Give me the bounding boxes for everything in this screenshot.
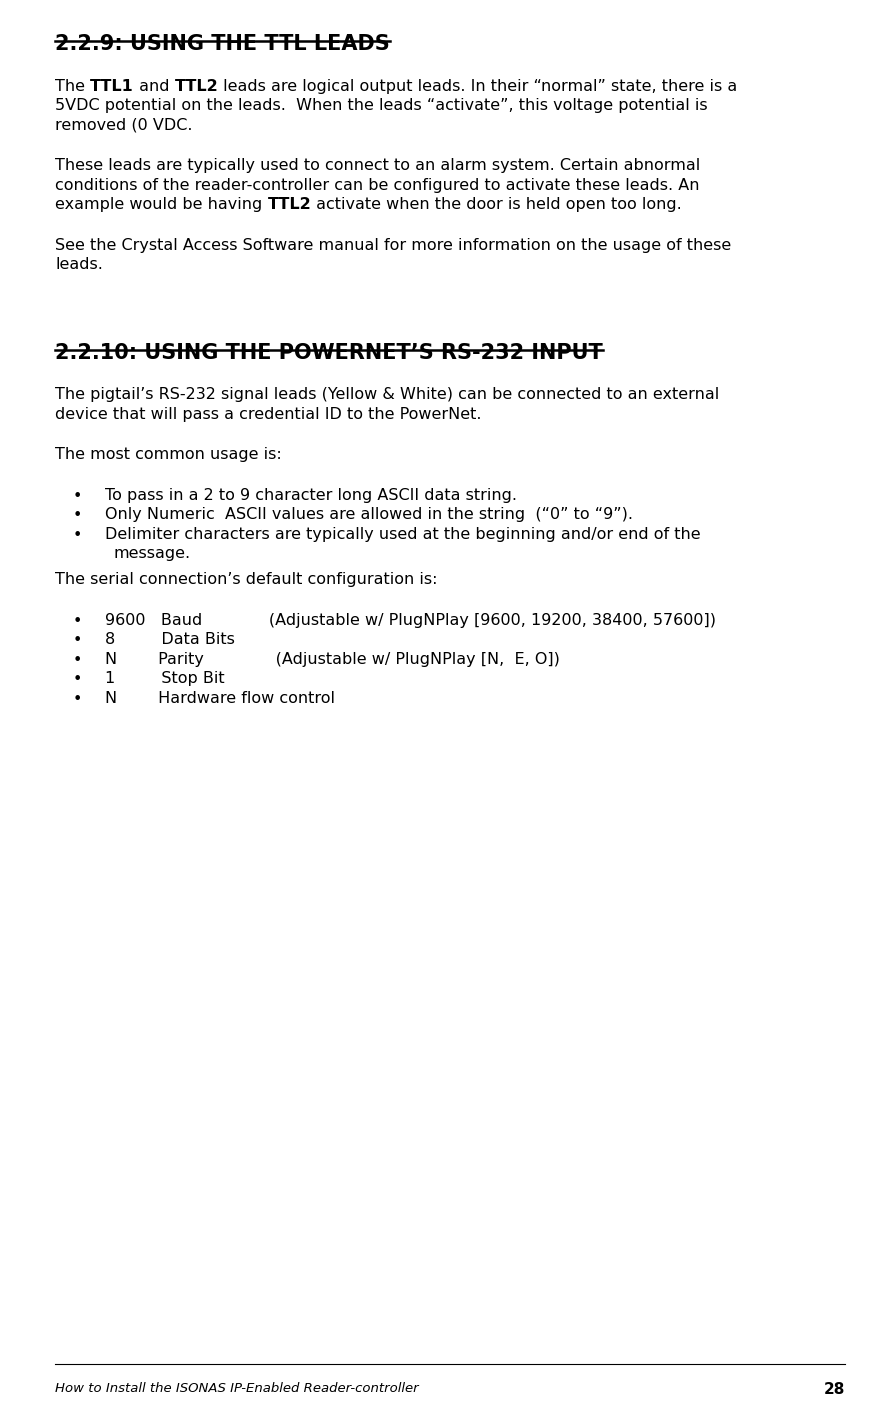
Text: •: •	[73, 509, 82, 523]
Text: removed (0 VDC.: removed (0 VDC.	[55, 117, 192, 133]
Text: 2.2.9: USING THE TTL LEADS: 2.2.9: USING THE TTL LEADS	[55, 34, 389, 54]
Text: TTL1: TTL1	[90, 79, 134, 93]
Text: •: •	[73, 672, 82, 687]
Text: The pigtail’s RS-232 signal leads (Yellow & White) can be connected to an extern: The pigtail’s RS-232 signal leads (Yello…	[55, 387, 719, 403]
Text: TTL2: TTL2	[174, 79, 218, 93]
Text: The serial connection’s default configuration is:: The serial connection’s default configur…	[55, 573, 437, 587]
Text: See the Crystal Access Software manual for more information on the usage of thes: See the Crystal Access Software manual f…	[55, 238, 730, 253]
Text: 2.2.10: USING THE POWERNET’S RS-232 INPUT: 2.2.10: USING THE POWERNET’S RS-232 INPU…	[55, 342, 602, 363]
Text: 5VDC potential on the leads.  When the leads “activate”, this voltage potential : 5VDC potential on the leads. When the le…	[55, 98, 707, 113]
Text: example would be having: example would be having	[55, 197, 267, 212]
Text: •: •	[73, 489, 82, 503]
Text: activate when the door is held open too long.: activate when the door is held open too …	[311, 197, 681, 212]
Text: Delimiter characters are typically used at the beginning and/or end of the: Delimiter characters are typically used …	[105, 527, 700, 542]
Text: device that will pass a credential ID to the PowerNet.: device that will pass a credential ID to…	[55, 407, 481, 421]
Text: 1         Stop Bit: 1 Stop Bit	[105, 672, 224, 686]
Text: and: and	[134, 79, 174, 93]
Text: How to Install the ISONAS IP-Enabled Reader-controller: How to Install the ISONAS IP-Enabled Rea…	[55, 1381, 418, 1396]
Text: •: •	[73, 614, 82, 629]
Text: 9600   Baud             (Adjustable w/ PlugNPlay [9600, 19200, 38400, 57600]): 9600 Baud (Adjustable w/ PlugNPlay [9600…	[105, 612, 715, 628]
Text: N        Parity              (Adjustable w/ PlugNPlay [N,  E, O]): N Parity (Adjustable w/ PlugNPlay [N, E,…	[105, 652, 560, 666]
Text: leads are logical output leads. In their “normal” state, there is a: leads are logical output leads. In their…	[218, 79, 737, 93]
Text: The: The	[55, 79, 90, 93]
Text: To pass in a 2 to 9 character long ASCII data string.: To pass in a 2 to 9 character long ASCII…	[105, 488, 517, 503]
Text: message.: message.	[113, 546, 190, 561]
Text: The most common usage is:: The most common usage is:	[55, 447, 282, 462]
Text: Only Numeric  ASCII values are allowed in the string  (“0” to “9”).: Only Numeric ASCII values are allowed in…	[105, 508, 632, 522]
Text: •: •	[73, 527, 82, 543]
Text: leads.: leads.	[55, 257, 103, 273]
Text: TTL2: TTL2	[267, 197, 311, 212]
Text: These leads are typically used to connect to an alarm system. Certain abnormal: These leads are typically used to connec…	[55, 158, 699, 173]
Text: •: •	[73, 691, 82, 707]
Text: •: •	[73, 653, 82, 667]
Text: N        Hardware flow control: N Hardware flow control	[105, 690, 334, 706]
Text: •: •	[73, 633, 82, 648]
Text: 8         Data Bits: 8 Data Bits	[105, 632, 234, 648]
Text: conditions of the reader-controller can be configured to activate these leads. A: conditions of the reader-controller can …	[55, 178, 699, 192]
Text: 28: 28	[822, 1381, 844, 1397]
